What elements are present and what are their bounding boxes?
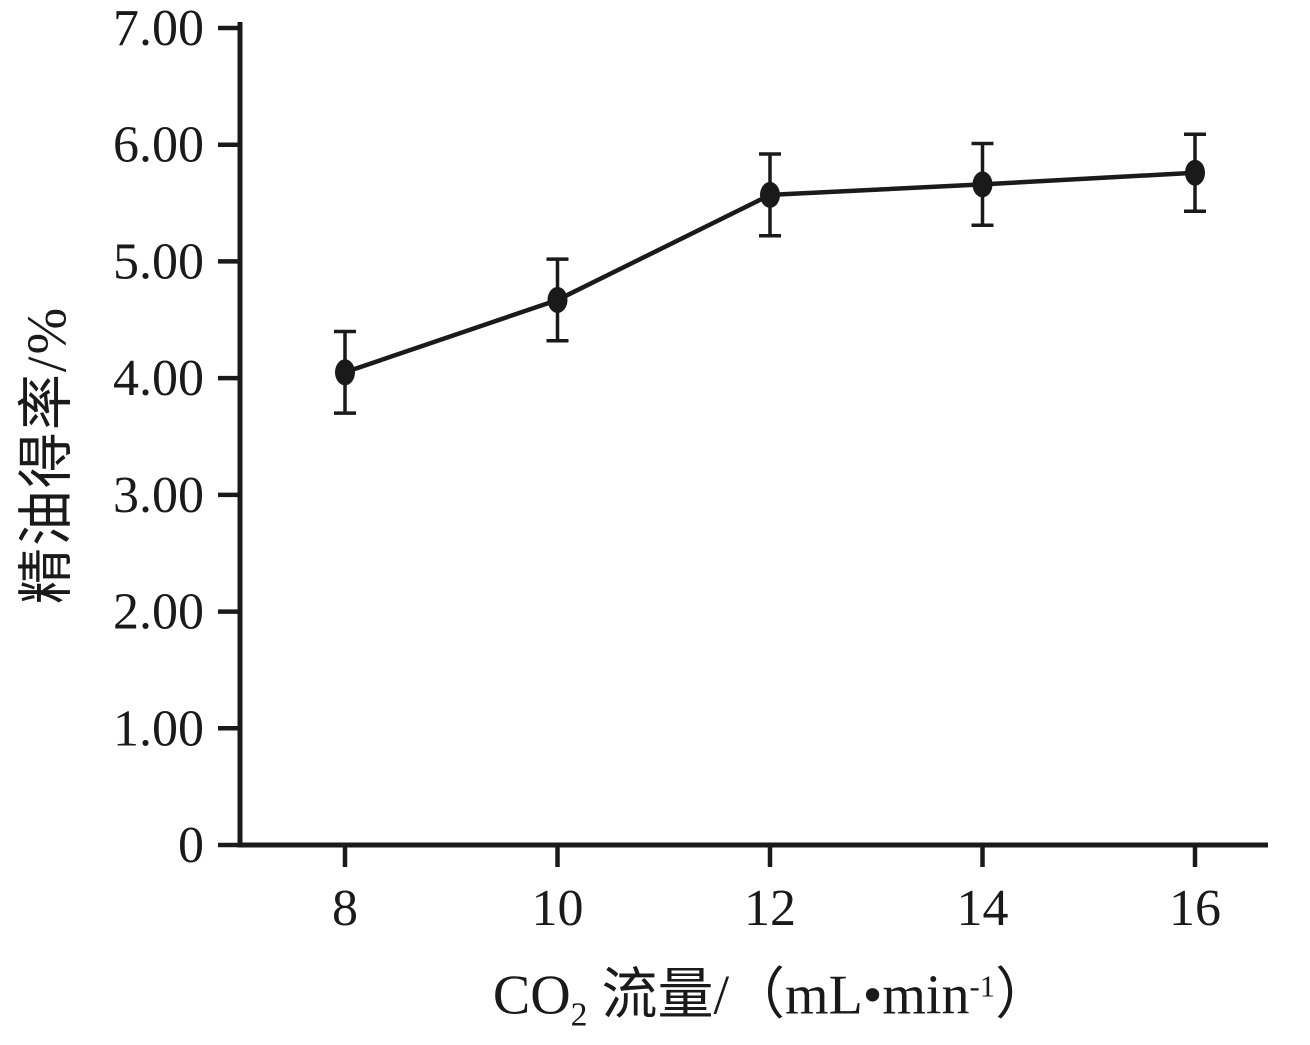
x-axis-title-pre: CO (492, 964, 571, 1027)
y-tick-label: 6.00 (113, 117, 204, 174)
x-tick-label: 14 (957, 880, 1009, 937)
y-axis-title: 精油得率/% (2, 306, 83, 604)
y-tick-label: 2.00 (113, 584, 204, 641)
data-point-marker (335, 359, 355, 386)
y-axis-title-text: 精油得率/% (16, 305, 79, 605)
x-axis-title-mid: 流量/（mL•min (587, 964, 970, 1027)
y-tick-label: 3.00 (113, 467, 204, 524)
x-axis-title-subscript: 2 (570, 996, 588, 1034)
x-axis-title-post: ） (995, 964, 1052, 1027)
y-tick-label: 4.00 (113, 350, 204, 407)
x-tick-label: 16 (1169, 880, 1221, 937)
data-point-marker (547, 286, 568, 313)
x-tick-label: 12 (744, 880, 796, 937)
y-tick-label: 7.00 (113, 0, 204, 57)
data-point-marker (1185, 159, 1205, 186)
y-tick-label: 5.00 (113, 233, 204, 290)
data-point-marker (972, 171, 993, 198)
x-axis-title: CO2 流量/（mL•min-1） (493, 950, 1051, 1035)
x-tick-label: 10 (532, 880, 584, 937)
data-point-marker (760, 181, 780, 208)
x-tick-label: 8 (332, 880, 358, 937)
y-tick-label: 1.00 (113, 700, 204, 757)
y-tick-label: 0 (178, 817, 204, 874)
x-axis-title-superscript: -1 (969, 969, 996, 1004)
